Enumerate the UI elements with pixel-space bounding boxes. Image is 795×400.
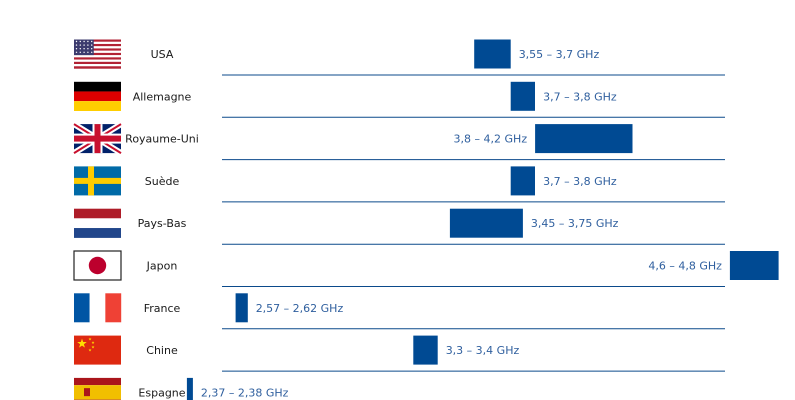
range-value-label: 3,3 – 3,4 GHz [446, 344, 520, 357]
range-bar [413, 335, 438, 365]
flag-germany-icon [74, 81, 121, 111]
flag-japan-icon [73, 250, 122, 281]
country-label: Espagne [138, 386, 185, 399]
flag-china-icon [74, 335, 121, 365]
range-bar [535, 124, 633, 154]
range-value-label: 2,37 – 2,38 GHz [201, 386, 289, 399]
range-bar [235, 293, 248, 323]
range-bar [186, 377, 193, 400]
range-bar [449, 208, 523, 238]
range-value-label: 3,45 – 3,75 GHz [531, 217, 619, 230]
range-bar [474, 39, 511, 69]
flag-netherlands-icon [74, 208, 121, 238]
range-bar [729, 251, 779, 280]
country-label: Royaume-Uni [125, 133, 199, 146]
range-bar [510, 81, 535, 111]
range-value-label: 4,6 – 4,8 GHz [648, 260, 722, 273]
country-label: France [144, 302, 181, 315]
country-label: Suède [145, 175, 180, 188]
flag-usa-icon [74, 39, 121, 69]
range-value-label: 3,55 – 3,7 GHz [519, 48, 600, 61]
country-label: Allemagne [133, 90, 192, 103]
country-label: Pays-Bas [138, 217, 187, 230]
country-label: Japon [146, 260, 178, 273]
flag-spain-icon [74, 377, 121, 400]
flag-sweden-icon [74, 166, 121, 196]
range-bar [510, 166, 535, 196]
range-value-label: 3,8 – 4,2 GHz [454, 133, 528, 146]
flag-france-icon [74, 293, 122, 323]
flag-uk-icon [72, 121, 123, 156]
range-value-label: 3,7 – 3,8 GHz [543, 175, 617, 188]
country-label: USA [151, 48, 174, 61]
country-label: Chine [146, 344, 178, 357]
range-value-label: 2,57 – 2,62 GHz [256, 302, 344, 315]
range-value-label: 3,7 – 3,8 GHz [543, 90, 617, 103]
